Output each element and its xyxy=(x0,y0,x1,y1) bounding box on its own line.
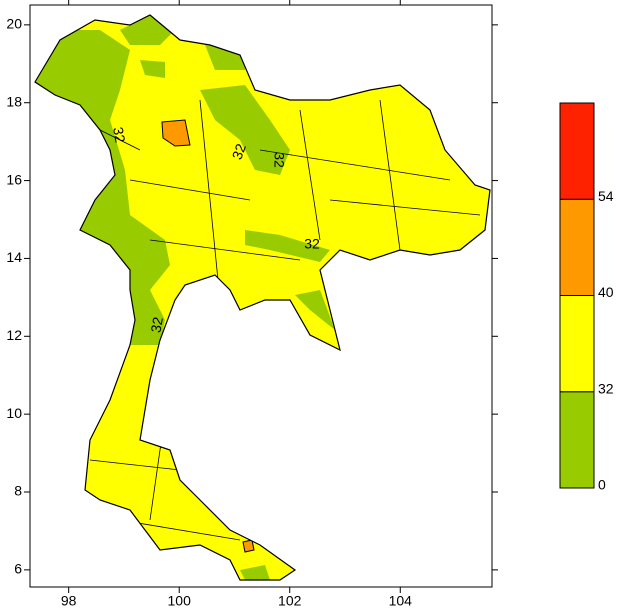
x-tick-label: 98 xyxy=(61,593,77,609)
y-tick-label: 10 xyxy=(6,405,22,421)
x-tick-label: 102 xyxy=(278,593,302,609)
colorbar-segment xyxy=(559,295,595,393)
colorbar-label: 0 xyxy=(598,477,606,493)
colorbar-segment xyxy=(559,102,595,200)
contour-label: 32 xyxy=(147,316,165,334)
contour-label: 32 xyxy=(110,126,128,144)
x-tick-label: 100 xyxy=(168,593,192,609)
colorbar-label: 54 xyxy=(598,188,614,204)
colorbar-segment xyxy=(559,198,595,296)
colorbar-label: 32 xyxy=(598,380,614,396)
contour-label: 32 xyxy=(229,141,249,161)
colorbar-segment xyxy=(559,391,595,489)
y-tick-label: 14 xyxy=(6,249,22,265)
y-tick-label: 12 xyxy=(6,327,22,343)
y-tick-label: 6 xyxy=(14,561,22,577)
y-tick-label: 20 xyxy=(6,16,22,32)
x-tick-label: 104 xyxy=(389,593,413,609)
green-zone xyxy=(120,15,335,580)
contour-label: 32 xyxy=(271,152,287,168)
orange-zone xyxy=(161,119,255,553)
y-tick-label: 8 xyxy=(14,483,22,499)
y-tick-label: 18 xyxy=(6,93,22,109)
y-tick-label: 16 xyxy=(6,171,22,187)
colorbar-label: 40 xyxy=(598,284,614,300)
contour-label: 32 xyxy=(304,236,320,252)
